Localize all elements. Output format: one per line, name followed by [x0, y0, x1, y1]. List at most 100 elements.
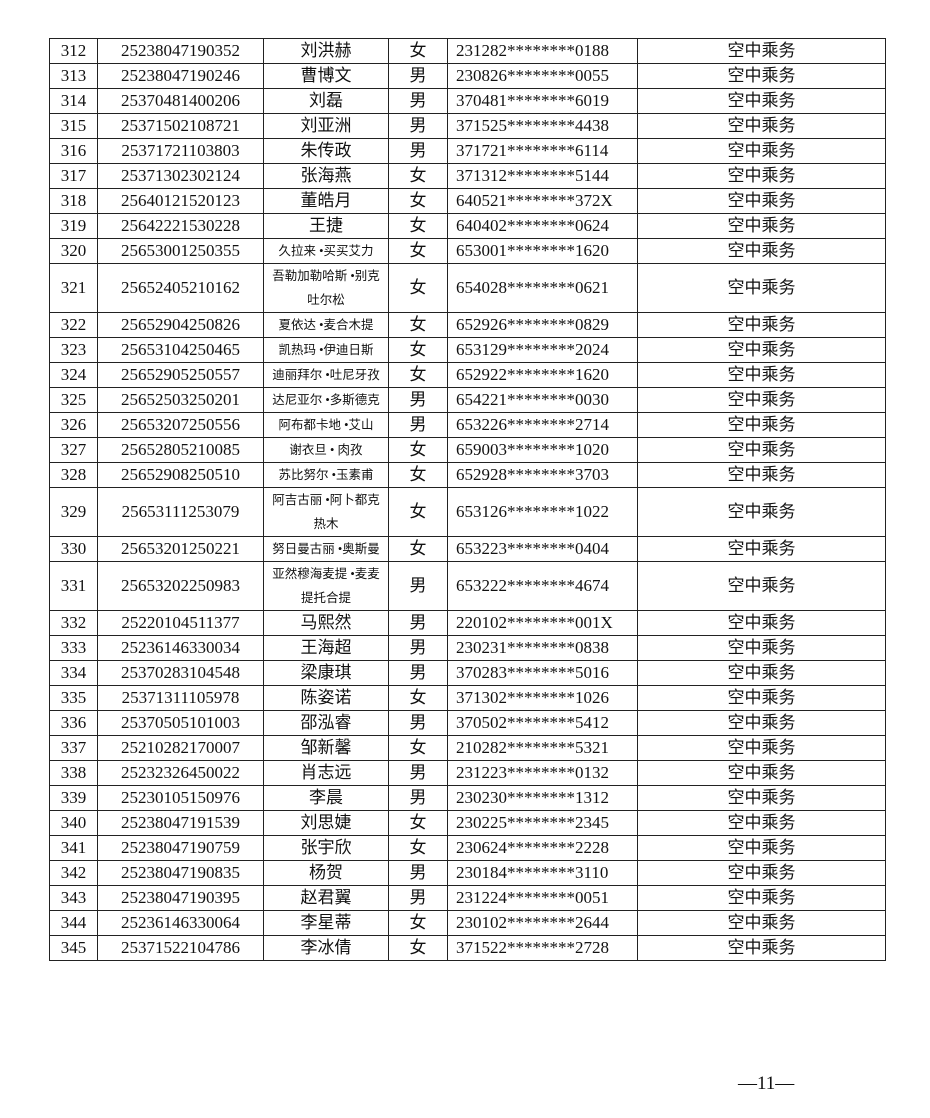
row-number: 328: [49, 462, 98, 488]
exam-number: 25652905250557: [97, 362, 264, 388]
id-card-number: 230102********2644: [447, 910, 638, 936]
id-card-number: 370283********5016: [447, 660, 638, 686]
major: 空中乘务: [637, 561, 886, 611]
row-number: 326: [49, 412, 98, 438]
major: 空中乘务: [637, 88, 886, 114]
gender: 女: [388, 810, 448, 836]
exam-number: 25238047190352: [97, 38, 264, 64]
exam-number: 25652904250826: [97, 312, 264, 338]
major: 空中乘务: [637, 536, 886, 562]
row-number: 316: [49, 138, 98, 164]
exam-number: 25238047190395: [97, 885, 264, 911]
table-row: 328 25652908250510 苏比努尔 •玉素甫女 652928*******…: [49, 462, 886, 488]
major: 空中乘务: [637, 312, 886, 338]
major: 空中乘务: [637, 710, 886, 736]
gender: 男: [388, 760, 448, 786]
table-row: 314 25370481400206 刘磊男 370481********6019 空中…: [49, 88, 886, 114]
table-row: 324 25652905250557 迪丽拜尔 •吐尼牙孜女 652922******…: [49, 362, 886, 388]
row-number: 322: [49, 312, 98, 338]
exam-number: 25652405210162: [97, 263, 264, 313]
row-number: 319: [49, 213, 98, 239]
table-row: 316 25371721103803 朱传政男 371721********6114 空…: [49, 138, 886, 164]
id-card-number: 230826********0055: [447, 63, 638, 89]
gender: 男: [388, 785, 448, 811]
gender: 女: [388, 735, 448, 761]
table-row: 322 25652904250826 夏依达 •麦合木提女 652926*******…: [49, 312, 886, 338]
gender: 女: [388, 835, 448, 861]
id-card-number: 653226********2714: [447, 412, 638, 438]
table-row: 345 25371522104786 李冰倩女 371522********2728 空…: [49, 935, 886, 961]
gender: 女: [388, 213, 448, 239]
student-name: 谢衣旦 • 肉孜: [263, 437, 389, 463]
gender: 女: [388, 536, 448, 562]
student-name: 苏比努尔 •玉素甫: [263, 462, 389, 488]
gender: 女: [388, 910, 448, 936]
gender: 女: [388, 437, 448, 463]
row-number: 330: [49, 536, 98, 562]
major: 空中乘务: [637, 263, 886, 313]
row-number: 343: [49, 885, 98, 911]
table-row: 343 25238047190395 赵君翼男 231224********0051 空…: [49, 885, 886, 911]
table-row: 340 25238047191539 刘思婕女 230225********2345 空…: [49, 810, 886, 836]
row-number: 340: [49, 810, 98, 836]
gender: 女: [388, 487, 448, 537]
student-name: 邹新馨: [263, 735, 389, 761]
gender: 女: [388, 337, 448, 363]
student-name: 刘磊: [263, 88, 389, 114]
gender: 男: [388, 660, 448, 686]
student-name: 张宇欣: [263, 835, 389, 861]
row-number: 314: [49, 88, 98, 114]
exam-number: 25236146330064: [97, 910, 264, 936]
table-row: 344 25236146330064 李星蒂女 230102********2644 空…: [49, 910, 886, 936]
table-row: 319 25642221530228 王捷女 640402********0624 空中…: [49, 213, 886, 239]
row-number: 342: [49, 860, 98, 886]
exam-number: 25370505101003: [97, 710, 264, 736]
student-name: 阿布都卡地 •艾山: [263, 412, 389, 438]
major: 空中乘务: [637, 63, 886, 89]
exam-number: 25653111253079: [97, 487, 264, 537]
major: 空中乘务: [637, 610, 886, 636]
row-number: 345: [49, 935, 98, 961]
exam-number: 25653201250221: [97, 536, 264, 562]
gender: 男: [388, 138, 448, 164]
major: 空中乘务: [637, 412, 886, 438]
student-name: 张海燕: [263, 163, 389, 189]
id-card-number: 230184********3110: [447, 860, 638, 886]
table-row: 330 25653201250221 努日曼古丽 •奥斯曼女 653223******…: [49, 536, 886, 562]
exam-number: 25238047190835: [97, 860, 264, 886]
student-name: 肖志远: [263, 760, 389, 786]
major: 空中乘务: [637, 38, 886, 64]
student-name: 王海超: [263, 635, 389, 661]
id-card-number: 640521********372X: [447, 188, 638, 214]
table-row: 323 25653104250465 凯热玛 •伊迪日斯女 653129*******…: [49, 337, 886, 363]
exam-number: 25371311105978: [97, 685, 264, 711]
gender: 女: [388, 312, 448, 338]
major: 空中乘务: [637, 213, 886, 239]
major: 空中乘务: [637, 885, 886, 911]
exam-number: 25653207250556: [97, 412, 264, 438]
table-row: 337 25210282170007 邹新馨女 210282********5321 空…: [49, 735, 886, 761]
exam-number: 25238047191539: [97, 810, 264, 836]
major: 空中乘务: [637, 138, 886, 164]
gender: 男: [388, 610, 448, 636]
row-number: 315: [49, 113, 98, 139]
major: 空中乘务: [637, 660, 886, 686]
exam-number: 25371302302124: [97, 163, 264, 189]
major: 空中乘务: [637, 437, 886, 463]
table-row: 339 25230105150976 李晨男 230230********1312 空中…: [49, 785, 886, 811]
row-number: 318: [49, 188, 98, 214]
gender: 女: [388, 188, 448, 214]
row-number: 333: [49, 635, 98, 661]
exam-number: 25640121520123: [97, 188, 264, 214]
major: 空中乘务: [637, 635, 886, 661]
gender: 男: [388, 63, 448, 89]
exam-number: 25238047190246: [97, 63, 264, 89]
id-card-number: 230231********0838: [447, 635, 638, 661]
id-card-number: 659003********1020: [447, 437, 638, 463]
row-number: 325: [49, 387, 98, 413]
row-number: 334: [49, 660, 98, 686]
major: 空中乘务: [637, 387, 886, 413]
row-number: 335: [49, 685, 98, 711]
exam-number: 25236146330034: [97, 635, 264, 661]
student-name: 李晨: [263, 785, 389, 811]
